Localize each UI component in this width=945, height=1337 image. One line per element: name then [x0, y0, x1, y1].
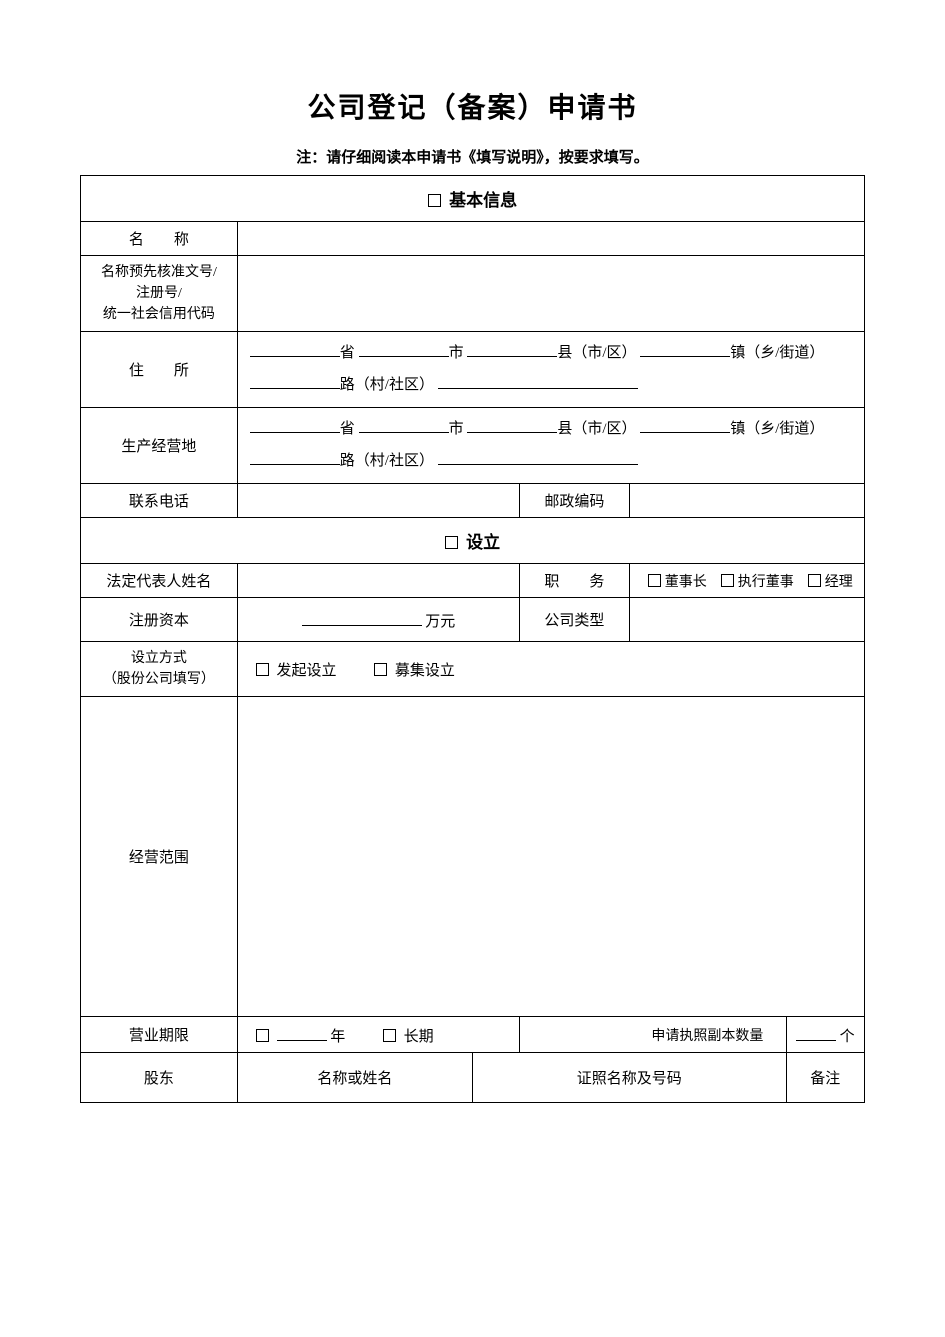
addr-city: 市 [449, 345, 464, 361]
addr-town-2: 镇（乡/街道） [730, 421, 824, 437]
field-phone[interactable] [237, 484, 519, 518]
opt-chairman: 董事长 [665, 575, 707, 590]
label-name: 名 称 [81, 222, 238, 256]
field-setupmode[interactable]: 发起设立 募集设立 [237, 642, 864, 697]
unit-ge: 个 [840, 1029, 855, 1045]
label-nameorname: 名称或姓名 [237, 1053, 472, 1103]
field-residence[interactable]: 省 市 县（市/区） 镇（乡/街道） 路（村/社区） [237, 332, 864, 408]
label-bizscope: 经营范围 [81, 697, 238, 1017]
field-postcode[interactable] [629, 484, 864, 518]
opt-initiate: 发起设立 [277, 663, 337, 679]
label-certno: 证照名称及号码 [472, 1053, 786, 1103]
field-position[interactable]: 董事长 执行董事 经理 [629, 564, 864, 598]
label-phone: 联系电话 [81, 484, 238, 518]
field-approval[interactable] [237, 256, 864, 332]
checkbox-icon[interactable] [721, 574, 734, 587]
label-setupmode-main: 设立方式 [131, 651, 187, 666]
addr-road-2: 路（村/社区） [340, 453, 434, 469]
field-capital[interactable]: 万元 [237, 598, 519, 642]
opt-year: 年 [330, 1029, 345, 1045]
addr-province-2: 省 [340, 421, 355, 437]
addr-road: 路（村/社区） [340, 377, 434, 393]
opt-execdir: 执行董事 [738, 575, 794, 590]
label-setupmode: 设立方式 （股份公司填写） [81, 642, 238, 697]
checkbox-icon[interactable] [256, 663, 269, 676]
section-basic-header: 基本信息 [81, 176, 865, 222]
unit-wanyuan: 万元 [425, 614, 455, 630]
label-approval: 名称预先核准文号/ 注册号/ 统一社会信用代码 [81, 256, 238, 332]
addr-province: 省 [340, 345, 355, 361]
field-bizscope[interactable] [237, 697, 864, 1017]
label-residence: 住 所 [81, 332, 238, 408]
label-bizperiod: 营业期限 [81, 1017, 238, 1053]
addr-city-2: 市 [449, 421, 464, 437]
checkbox-icon[interactable] [383, 1029, 396, 1042]
addr-town: 镇（乡/街道） [730, 345, 824, 361]
label-capital: 注册资本 [81, 598, 238, 642]
addr-county-2: 县（市/区） [557, 421, 636, 437]
label-bizplace: 生产经营地 [81, 408, 238, 484]
form-table: 基本信息 名 称 名称预先核准文号/ 注册号/ 统一社会信用代码 住 所 省 市… [80, 175, 865, 1103]
label-postcode: 邮政编码 [520, 484, 630, 518]
section-setup-text: 设立 [466, 533, 500, 552]
field-companytype[interactable] [629, 598, 864, 642]
section-setup-header: 设立 [81, 518, 865, 564]
field-bizplace[interactable]: 省 市 县（市/区） 镇（乡/街道） 路（村/社区） [237, 408, 864, 484]
checkbox-icon[interactable] [648, 574, 661, 587]
label-companytype: 公司类型 [520, 598, 630, 642]
label-legalrep: 法定代表人姓名 [81, 564, 238, 598]
opt-long: 长期 [404, 1029, 434, 1045]
checkbox-icon[interactable] [445, 536, 458, 549]
page-title: 公司登记（备案）申请书 [80, 86, 865, 126]
field-bizperiod[interactable]: 年 长期 [237, 1017, 519, 1053]
label-setupmode-sub: （股份公司填写） [103, 672, 215, 687]
spacer-cell [520, 1017, 630, 1053]
checkbox-icon[interactable] [256, 1029, 269, 1042]
field-legalrep[interactable] [237, 564, 519, 598]
label-copies: 申请执照副本数量 [629, 1017, 786, 1053]
checkbox-icon[interactable] [808, 574, 821, 587]
field-copies[interactable]: 个 [786, 1017, 864, 1053]
section-basic-text: 基本信息 [449, 191, 517, 210]
label-shareholder: 股东 [81, 1053, 238, 1103]
label-approval-l3: 统一社会信用代码 [103, 307, 215, 322]
label-remark: 备注 [786, 1053, 864, 1103]
page-note: 注：请仔细阅读本申请书《填写说明》，按要求填写。 [80, 146, 865, 167]
label-approval-l1: 名称预先核准文号/ [101, 265, 217, 280]
opt-manager: 经理 [825, 575, 853, 590]
label-approval-l2: 注册号/ [136, 286, 182, 301]
label-position: 职 务 [520, 564, 630, 598]
opt-raise: 募集设立 [395, 663, 455, 679]
checkbox-icon[interactable] [428, 194, 441, 207]
field-name[interactable] [237, 222, 864, 256]
checkbox-icon[interactable] [374, 663, 387, 676]
addr-county: 县（市/区） [557, 345, 636, 361]
